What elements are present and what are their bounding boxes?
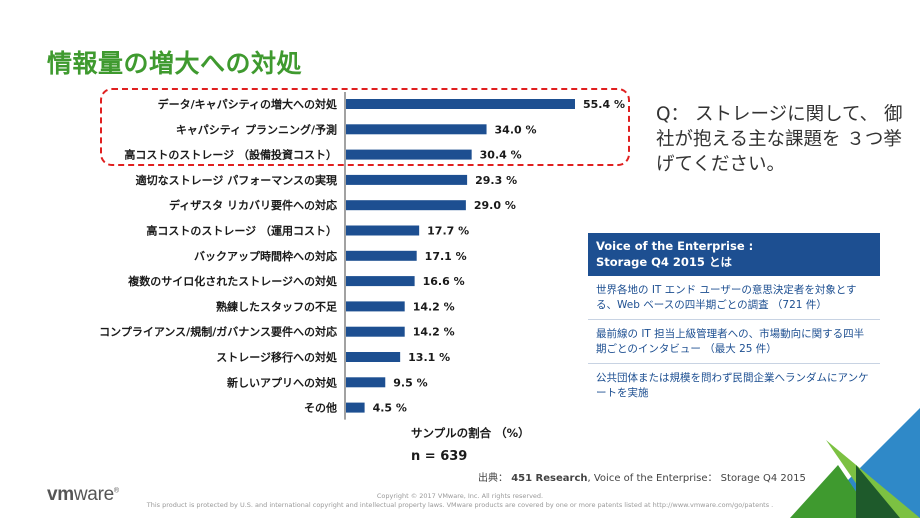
sample-size-label: n = 639 [411,449,467,464]
bar [346,377,386,388]
value-label: 9.5 % [393,376,427,389]
info-item-sampling: 公共団体または規模を問わず民間企業へランダムにアンケートを実施 [596,372,869,399]
source-org: 451 Research [511,473,588,484]
value-label: 29.0 % [474,199,516,212]
value-label: 17.1 % [425,250,467,263]
bar [346,352,401,362]
source-citation: 出典： 451 Research, Voice of the Enterpris… [478,469,806,484]
category-label: 新しいアプリへの対処 [227,375,338,389]
value-label: 14.2 % [413,300,455,313]
value-label: 14.2 % [413,326,455,339]
bar [346,174,468,185]
footer-copyright: Copyright © 2017 VMware, Inc. All rights… [376,492,544,500]
bar [346,99,575,109]
category-label: 適切なストレージ パフォーマンスの実現 [136,173,337,187]
survey-question: Q： ストレージに関して、 御社が抱える主な課題を ３つ挙げてください。 [656,104,903,175]
x-axis-title: サンプルの割合 （%） [411,426,530,440]
value-label: 4.5 % [373,402,407,415]
bar [346,326,405,337]
value-label: 34.0 % [495,123,537,136]
category-label: コンプライアンス/規制/ガバナンス要件への対応 [99,325,337,339]
corner-triangle-darkgreen [856,465,900,518]
value-label: 29.3 % [475,174,517,187]
vmware-logo: vmware® [47,484,119,506]
source-prefix: 出典： [478,473,508,484]
logo-vm: vm [47,484,74,505]
bar [346,124,487,135]
info-header-line1: Voice of the Enterprise : [596,239,754,253]
top3-highlight-box [100,88,630,166]
category-label: 複数のサイロ化されたストレージへの対処 [127,274,338,288]
category-label: その他 [304,401,337,415]
source-rest: , Voice of the Enterprise： Storage Q4 20… [587,473,806,484]
corner-triangle-green [790,465,874,518]
info-panel-header: Voice of the Enterprise : Storage Q4 201… [588,233,880,276]
category-label: 高コストのストレージ （運用コスト） [146,224,337,238]
bar [346,225,420,236]
footer-patents: This product is protected by U.S. and in… [146,501,774,509]
bar [346,200,466,211]
value-label: 55.4 % [583,98,625,111]
value-label: 30.4 % [480,149,522,162]
page-title: 情報量の増大への対処 [47,49,303,78]
bar [346,276,415,287]
category-label: ストレージ移行への対処 [216,350,338,364]
value-label: 16.6 % [423,275,465,288]
value-label: 13.1 % [408,351,450,364]
corner-triangle-lightgreen [826,440,920,518]
bar [346,250,417,261]
value-label: 17.7 % [427,225,469,238]
category-label: データ/キャパシティの増大への対処 [158,97,338,111]
category-label: キャパシティ プランニング/予測 [176,122,337,136]
info-item-survey: 世界各地の IT エンド ユーザーの意思決定者を対象とする、Web ベースの四半… [588,276,880,320]
info-item-interview: 最前線の IT 担当上級管理者への、市場動向に関する四半期ごとのインタビュー （… [588,320,880,364]
category-label: バックアップ時間枠への対応 [194,249,337,263]
bar [346,402,365,413]
category-label: 熟練したスタッフの不足 [216,299,338,313]
logo-ware: ware [73,484,114,505]
bar [346,149,472,160]
bar [346,301,405,312]
category-label: ディザスタ リカバリ要件への対応 [169,198,337,212]
logo-reg: ® [113,487,119,495]
info-panel: Voice of the Enterprise : Storage Q4 201… [588,233,880,407]
category-label: 高コストのストレージ （設備投資コスト） [124,148,337,162]
info-header-line2: Storage Q4 2015 とは [596,255,732,269]
